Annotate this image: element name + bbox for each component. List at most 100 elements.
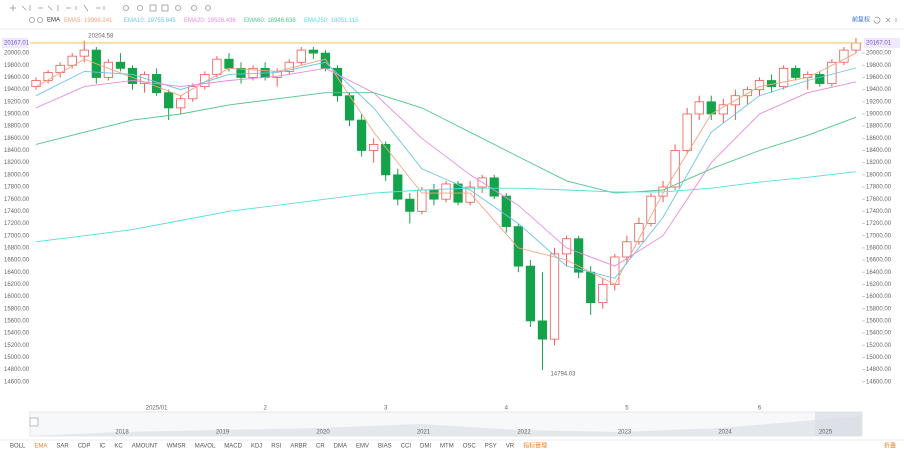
candle-body (212, 58, 222, 75)
y-tick-label-left: 15800.00 (4, 306, 30, 312)
candle-body (320, 52, 331, 69)
candle-body (43, 72, 53, 81)
candle-body (501, 195, 511, 227)
y-tick-label: 17200.00 (866, 221, 892, 227)
navigator-handle[interactable] (29, 417, 39, 427)
indicator-tab[interactable]: 指标管理 (523, 442, 547, 450)
indicator-tab[interactable]: EMA (34, 444, 47, 450)
indicator-tab[interactable]: OSC (463, 444, 477, 450)
y-tick-label: 17800.00 (866, 185, 892, 191)
candle-body (549, 253, 560, 340)
adjust-select[interactable]: 前复权 (852, 16, 870, 24)
candle-body (441, 183, 451, 200)
legend-name: EMA250: (304, 18, 329, 24)
indicator-tab[interactable]: KDJ (251, 444, 262, 450)
legend: EMA5: 19998.241 EMA10: 19755.845 EMA20: 19528… (64, 18, 359, 24)
y-tick-label-left: 15400.00 (4, 331, 30, 337)
y-tick-label-left: 18800.00 (4, 124, 30, 130)
candle-body (694, 101, 704, 115)
last-price-box (864, 37, 900, 48)
candle-body (851, 42, 861, 51)
candle-body (393, 174, 403, 200)
indicator-tab[interactable]: RSI (271, 444, 281, 450)
indicator-tab[interactable]: DMA (334, 444, 347, 450)
candle-body (610, 256, 620, 285)
candle-body (815, 74, 825, 84)
y-tick-label: 17400.00 (866, 209, 892, 215)
ema-line (35, 61, 857, 279)
indicator-tab[interactable]: IC (99, 444, 106, 450)
legend-value: 19998.241 (84, 18, 113, 24)
legend-name: EMA5: (64, 18, 82, 24)
ema-line (35, 171, 857, 243)
y-tick-label: 18800.00 (866, 124, 892, 130)
candle-body (188, 86, 198, 100)
navigator-label: 2019 (216, 430, 230, 436)
indicator-tab[interactable]: ARBR (290, 444, 307, 450)
indicator-tab[interactable]: EMV (356, 444, 369, 450)
y-tick-label: 17000.00 (866, 233, 892, 239)
last-price-box-left (2, 37, 28, 48)
candle-body (489, 177, 499, 197)
x-tick-label: 3 (384, 406, 388, 412)
candle-body (308, 49, 318, 54)
candle-body (561, 238, 572, 255)
indicator-tab[interactable]: CDP (78, 444, 91, 450)
indicator-tab[interactable]: MACD (224, 444, 242, 450)
indicator-tab[interactable]: MAVOL (195, 444, 216, 450)
x-tick-label: 2 (263, 406, 267, 412)
y-tick-label-left: 14600.00 (4, 379, 30, 385)
indicator-tab[interactable]: WMSR (167, 444, 187, 450)
indicator-tab[interactable]: CR (316, 444, 325, 450)
navigator-label: 2024 (718, 430, 732, 436)
candle-body (224, 58, 234, 69)
candle-body (79, 49, 89, 57)
indicator-select[interactable]: EMA (47, 18, 60, 24)
min-label: 14794.03 (550, 372, 576, 378)
navigator-area (30, 416, 862, 436)
indicator-tabs: BOLL EMA SAR CDP IC KC AMOUNT WMSR MAVOL MACD KDJ R… (10, 442, 547, 450)
navigator-label: 2020 (316, 430, 330, 436)
candle-body (742, 89, 753, 97)
plot: 14600.00 14600.00 14800.00 14800.00 15000.00… (2, 33, 900, 412)
y-tick-label: 19600.00 (866, 75, 892, 81)
candle-body (513, 226, 523, 267)
x-tick-label: 5 (625, 406, 629, 412)
y-tick-label: 15200.00 (866, 343, 892, 349)
ema-line (35, 92, 857, 194)
y-tick-label-left: 19600.00 (4, 75, 30, 81)
indicator-tab[interactable]: AMOUNT (132, 444, 158, 450)
legend-entry: EMA10: 19755.845 (124, 18, 176, 24)
y-tick-label: 16400.00 (866, 270, 892, 276)
toolbar-icons (10, 4, 897, 24)
y-tick-label: 16800.00 (866, 245, 892, 251)
candle-body (176, 98, 186, 109)
indicator-tab[interactable]: KC (114, 444, 123, 450)
navigator-label: 2023 (618, 430, 632, 436)
y-tick-label-left: 16600.00 (4, 258, 30, 264)
candle-body (369, 144, 379, 151)
legend-value: 18946.638 (267, 18, 296, 24)
y-tick-label-left: 16400.00 (4, 270, 30, 276)
indicator-tab[interactable]: BOLL (10, 444, 26, 450)
candle-body (67, 55, 77, 66)
indicator-tab[interactable]: DMI (420, 444, 431, 450)
indicator-tab[interactable]: VR (506, 444, 515, 450)
candle-body (381, 144, 391, 176)
candle-body (115, 61, 126, 69)
indicator-tab[interactable]: SAR (56, 444, 69, 450)
navigator-window[interactable] (815, 412, 862, 436)
collapse-button[interactable]: 折叠 (884, 442, 896, 450)
indicator-tab[interactable]: CCI (401, 444, 412, 450)
y-tick-label: 19200.00 (866, 99, 892, 105)
indicator-tab[interactable]: PSY (485, 444, 497, 450)
indicator-tab[interactable]: MTM (440, 444, 454, 450)
y-tick-label: 18600.00 (866, 136, 892, 142)
candle-body (791, 67, 801, 78)
candle-body (429, 189, 439, 200)
last-price-label: 20167.01 (866, 41, 892, 47)
y-tick-label-left: 18600.00 (4, 136, 30, 142)
indicator-tab[interactable]: BIAS (378, 444, 392, 450)
navigator-label: 2022 (517, 430, 531, 436)
